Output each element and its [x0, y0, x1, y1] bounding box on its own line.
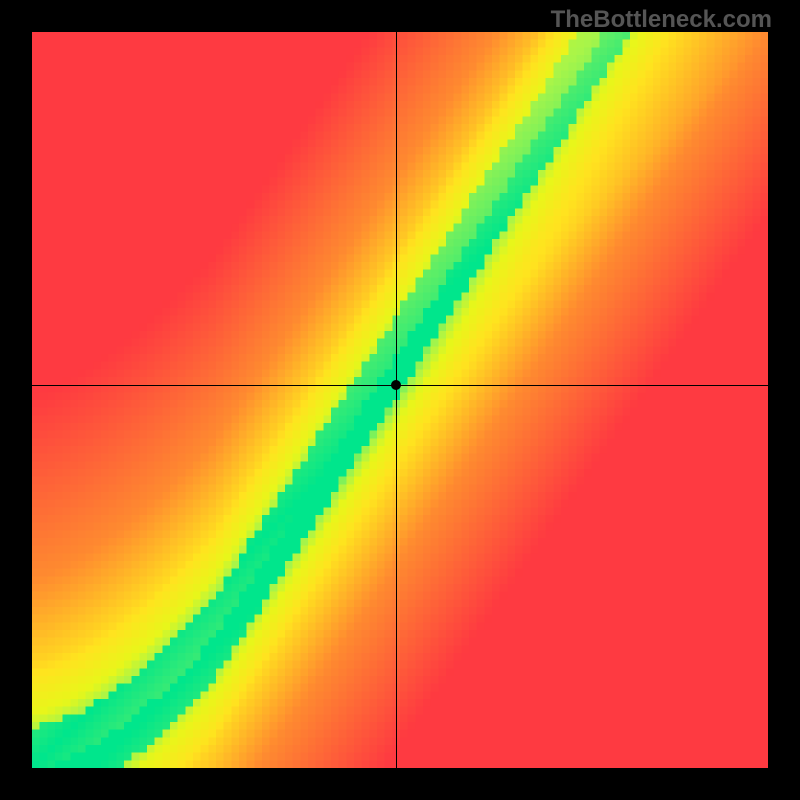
chart-container: { "canvas": { "outer_width": 800, "outer…: [0, 0, 800, 800]
crosshair-vertical: [396, 32, 397, 768]
watermark-text: TheBottleneck.com: [551, 6, 772, 34]
bottleneck-heatmap: [32, 32, 768, 768]
